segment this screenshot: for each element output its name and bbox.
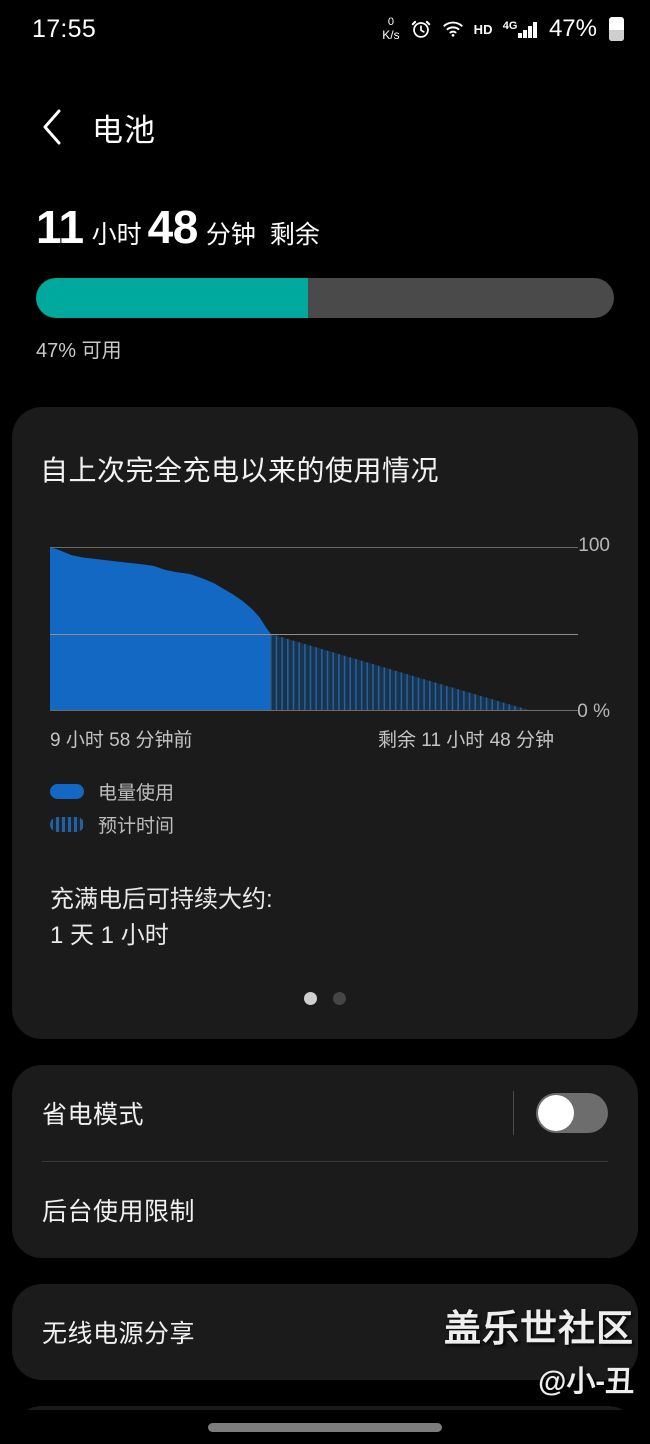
estimate-block: 充满电后可持续大约: 1 天 1 小时 [50, 882, 610, 954]
chevron-left-icon [43, 109, 61, 145]
network-speed-value: 0 [387, 16, 394, 28]
setting-label-power-saving: 省电模式 [42, 1101, 145, 1129]
battery-icon [609, 17, 624, 41]
list-separator [42, 1161, 608, 1162]
legend-label-forecast: 预计时间 [98, 816, 175, 837]
time-remaining: 11 小时 48 分钟 剩余 [36, 200, 614, 254]
battery-level-fill [36, 278, 308, 318]
remaining-minutes: 48 [147, 201, 199, 253]
chart-svg [50, 547, 532, 711]
legend-swatch-striped [50, 817, 84, 832]
network-speed-unit: K/s [382, 28, 400, 42]
gridline-0 [50, 710, 578, 711]
hd-icon: HD [473, 21, 493, 37]
alarm-icon [411, 20, 430, 38]
setting-row-wireless-powershare[interactable]: 无线电源分享 [42, 1284, 608, 1380]
legend-label-usage: 电量使用 [98, 783, 175, 804]
gridline-100 [50, 547, 578, 548]
setting-label-wireless-powershare: 无线电源分享 [42, 1320, 196, 1348]
status-icons: 0 K/s HD 4G 47% [382, 15, 624, 43]
battery-level-bar [36, 278, 614, 318]
back-button[interactable] [30, 105, 74, 149]
estimate-title: 充满电后可持续大约: [50, 886, 273, 913]
power-saving-toggle[interactable] [536, 1093, 608, 1133]
chart-plot-area [50, 547, 578, 711]
chart-x-labels: 9 小时 58 分钟前 剩余 11 小时 48 分钟 [50, 725, 600, 752]
setting-control-area [513, 1091, 608, 1135]
wifi-icon [442, 21, 463, 37]
network-speed-indicator: 0 K/s [382, 16, 400, 42]
signal-icon: 4G [503, 20, 537, 38]
setting-row-background-limits[interactable]: 后台使用限制 [42, 1162, 608, 1258]
legend-item-forecast: 预计时间 [50, 811, 610, 838]
battery-usage-chart: 100 0 % [40, 535, 610, 722]
legend-item-usage: 电量使用 [50, 778, 610, 805]
settings-group-1: 省电模式 后台使用限制 [12, 1065, 638, 1258]
remaining-hours: 11 [36, 201, 84, 253]
battery-available-label: 47% 可用 [36, 340, 122, 362]
page-header: 电池 [0, 86, 650, 168]
status-clock: 17:55 [32, 14, 97, 43]
page-indicator[interactable] [40, 954, 610, 1039]
battery-summary: 11 小时 48 分钟 剩余 47% 可用 [0, 168, 650, 363]
status-bar: 17:55 0 K/s HD 4G 47% [0, 0, 650, 58]
usage-card: 自上次完全充电以来的使用情况 100 0 % 9 小时 58 分钟前 剩余 11… [12, 407, 638, 1039]
remaining-minutes-unit: 分钟 [205, 221, 256, 249]
navigation-bar [0, 1410, 650, 1444]
toggle-knob [538, 1095, 574, 1131]
legend-swatch-solid [50, 784, 84, 799]
y-axis-label-top: 100 [578, 535, 610, 556]
signal-bars [518, 21, 537, 38]
estimate-value: 1 天 1 小时 [50, 922, 169, 949]
home-indicator[interactable] [208, 1422, 442, 1432]
settings-group-2: 无线电源分享 [12, 1284, 638, 1380]
chart-legend: 电量使用 预计时间 [50, 778, 610, 838]
usage-card-title: 自上次完全充电以来的使用情况 [40, 455, 440, 486]
network-type-label: 4G [502, 20, 518, 32]
setting-row-power-saving[interactable]: 省电模式 [42, 1065, 608, 1161]
page-dot-2[interactable] [333, 992, 346, 1005]
page-dot-1[interactable] [304, 992, 317, 1005]
y-axis-label-bottom: 0 % [577, 701, 610, 722]
battery-percent-label: 47% [548, 15, 597, 42]
x-label-start: 9 小时 58 分钟前 [50, 730, 193, 751]
page-title: 电池 [92, 112, 156, 148]
vertical-divider [513, 1091, 514, 1135]
gridline-47 [50, 633, 578, 635]
setting-label-background-limits: 后台使用限制 [42, 1198, 196, 1226]
remaining-hours-unit: 小时 [91, 221, 142, 249]
x-label-end: 剩余 11 小时 48 分钟 [378, 730, 554, 751]
remaining-suffix: 剩余 [269, 221, 320, 249]
